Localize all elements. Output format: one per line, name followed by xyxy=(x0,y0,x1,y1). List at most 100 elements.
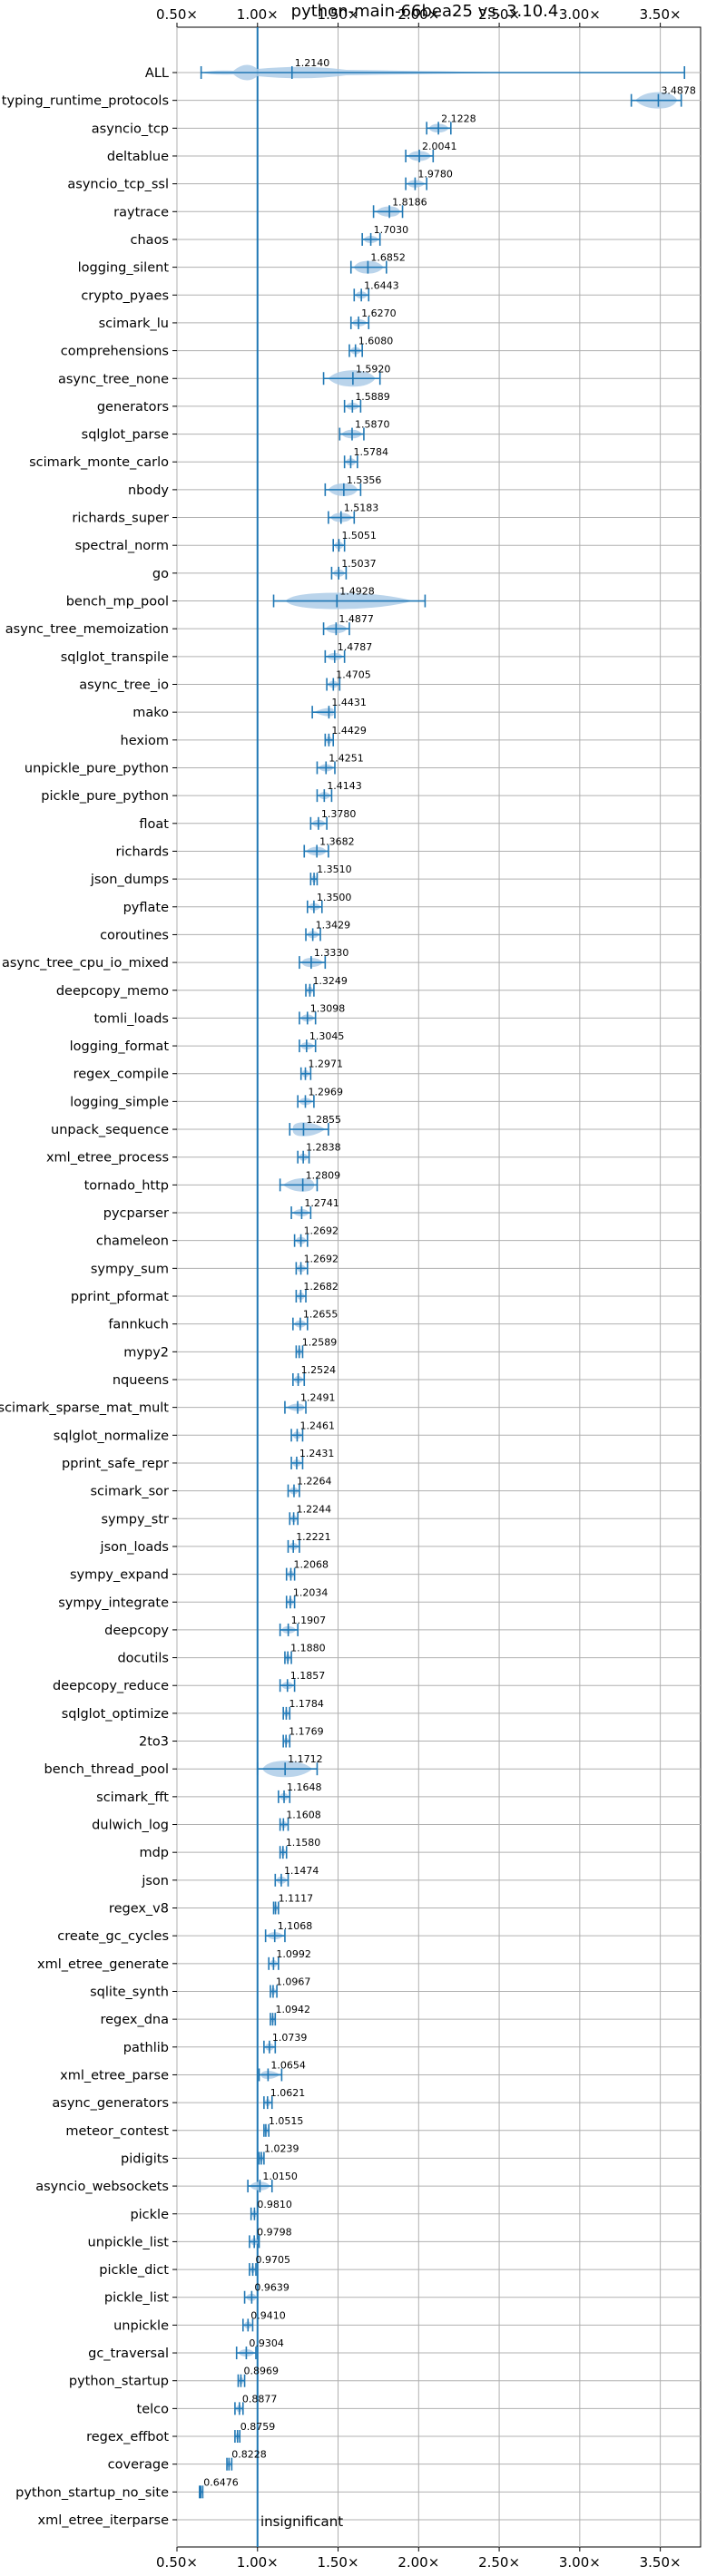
category-label: async_tree_cpu_io_mixed xyxy=(2,956,169,971)
value-label: 1.2491 xyxy=(300,1392,336,1404)
value-label: 1.6270 xyxy=(361,307,397,319)
x-tick-label-bottom: 0.50× xyxy=(156,2554,198,2571)
category-label: telco xyxy=(137,2402,170,2416)
value-label: 1.0150 xyxy=(262,2171,298,2182)
value-label: 1.0515 xyxy=(269,2115,304,2127)
violin-marks: 1.2140 3.4878 2.1228 2.0041 1.9780 1.8186 1.70… xyxy=(199,57,696,2499)
category-label: nbody xyxy=(128,483,169,498)
value-label: 1.3045 xyxy=(309,1030,345,1042)
value-label: 1.0239 xyxy=(264,2142,299,2154)
category-label: mypy2 xyxy=(123,1345,169,1360)
category-label: mdp xyxy=(139,1846,169,1860)
value-label: 1.2655 xyxy=(303,1309,338,1321)
category-label: spectral_norm xyxy=(75,539,169,553)
category-label: comprehensions xyxy=(61,345,169,359)
category-label: bench_thread_pool xyxy=(44,1762,169,1777)
category-label: sqlglot_parse xyxy=(82,428,169,443)
plot-frame xyxy=(176,26,701,2548)
value-label: 1.2221 xyxy=(296,1531,331,1543)
value-label: 1.2589 xyxy=(302,1336,338,1348)
value-label: 1.5920 xyxy=(356,363,391,375)
category-label: raytrace xyxy=(113,205,169,220)
category-label: python_startup xyxy=(69,2375,169,2389)
x-tick-label-top: 0.50× xyxy=(156,6,198,23)
category-label: logging_format xyxy=(70,1039,170,1054)
value-label: 1.1608 xyxy=(286,1810,321,1821)
category-label: go xyxy=(152,567,169,581)
category-label: async_tree_none xyxy=(58,372,169,386)
category-label: scimark_monte_carlo xyxy=(29,455,169,470)
category-label: docutils xyxy=(117,1652,169,1666)
value-label: 1.5037 xyxy=(341,558,377,570)
category-label: mako xyxy=(132,706,169,720)
category-label: deepcopy xyxy=(104,1624,169,1638)
value-label: 1.6443 xyxy=(364,279,399,291)
category-label: generators xyxy=(97,400,169,415)
value-label: 0.8877 xyxy=(242,2393,278,2405)
value-label: 1.2971 xyxy=(309,1059,344,1070)
category-label: sqlglot_transpile xyxy=(61,650,169,665)
category-label: sqlglot_optimize xyxy=(62,1707,169,1722)
x-tick-label-top: 1.50× xyxy=(318,6,359,23)
value-label: 1.0967 xyxy=(276,1976,311,1987)
category-label: richards xyxy=(115,844,169,859)
x-tick-label-bottom: 1.50× xyxy=(318,2554,359,2571)
category-label: regex_dna xyxy=(100,2013,169,2027)
value-label: 1.5356 xyxy=(347,474,382,486)
category-label: unpickle_list xyxy=(88,2235,170,2249)
category-label: scimark_sor xyxy=(90,1485,169,1499)
value-label: 1.2244 xyxy=(297,1503,332,1515)
value-label: 1.2741 xyxy=(304,1197,339,1209)
value-label: 0.9705 xyxy=(256,2254,291,2266)
category-label: json xyxy=(141,1874,169,1888)
value-label: 1.3780 xyxy=(321,808,357,820)
x-tick-label-top: 2.00× xyxy=(397,6,439,23)
value-label: 1.1857 xyxy=(290,1670,326,1682)
category-label: sympy_sum xyxy=(91,1262,169,1276)
category-label: richards_super xyxy=(72,512,169,526)
value-label: 1.1580 xyxy=(286,1837,321,1849)
value-label: 1.4705 xyxy=(336,669,371,681)
category-label: pickle_dict xyxy=(99,2263,169,2278)
category-label: crypto_pyaes xyxy=(81,288,169,303)
value-label: 1.2838 xyxy=(306,1142,341,1154)
value-label: 1.4429 xyxy=(331,725,367,737)
x-tick-label-top: 2.50× xyxy=(478,6,520,23)
value-label: 1.3429 xyxy=(316,919,351,931)
value-label: 1.2034 xyxy=(293,1586,329,1598)
value-label: 1.3330 xyxy=(314,947,349,959)
value-label: 1.1880 xyxy=(290,1643,326,1654)
value-label: 1.2431 xyxy=(299,1448,335,1459)
category-label: typing_runtime_protocols xyxy=(2,94,169,109)
value-label: 0.8228 xyxy=(231,2449,267,2461)
category-label: async_tree_io xyxy=(79,678,169,693)
value-label: 1.4787 xyxy=(338,641,373,653)
value-label: 1.4928 xyxy=(339,586,375,598)
category-label: pickle xyxy=(130,2208,169,2222)
value-label: 1.2461 xyxy=(299,1420,335,1431)
grid-lines xyxy=(176,27,701,2547)
value-label: 1.2682 xyxy=(303,1281,338,1293)
value-label: 1.9780 xyxy=(417,169,453,181)
value-label: 1.2068 xyxy=(293,1559,329,1571)
category-label: tornado_http xyxy=(84,1178,169,1193)
value-label: 1.2692 xyxy=(304,1253,339,1264)
value-label: 0.9304 xyxy=(249,2337,284,2349)
category-label: asyncio_websockets xyxy=(35,2180,169,2194)
value-label: 1.0621 xyxy=(270,2087,306,2099)
category-label: sympy_integrate xyxy=(58,1595,169,1610)
category-label: unpickle xyxy=(113,2318,169,2333)
value-label: 1.5183 xyxy=(344,503,379,514)
category-label: regex_effbot xyxy=(86,2430,169,2444)
value-label: 1.1474 xyxy=(284,1865,319,1877)
x-tick-label-bottom: 2.00× xyxy=(397,2554,439,2571)
category-label: chaos xyxy=(131,233,169,248)
value-label: 1.1907 xyxy=(291,1615,327,1626)
category-label: pidigits xyxy=(121,2152,169,2166)
value-label: 3.4878 xyxy=(661,85,696,97)
category-label: meteor_contest xyxy=(65,2124,169,2139)
category-label: asyncio_tcp_ssl xyxy=(67,178,169,192)
axis-ticks: 0.50× 0.50× 1.00× 1.00× 1.50× 1.50× 2.00× 2.00×… xyxy=(156,6,682,2571)
value-label: 0.8759 xyxy=(240,2421,276,2433)
